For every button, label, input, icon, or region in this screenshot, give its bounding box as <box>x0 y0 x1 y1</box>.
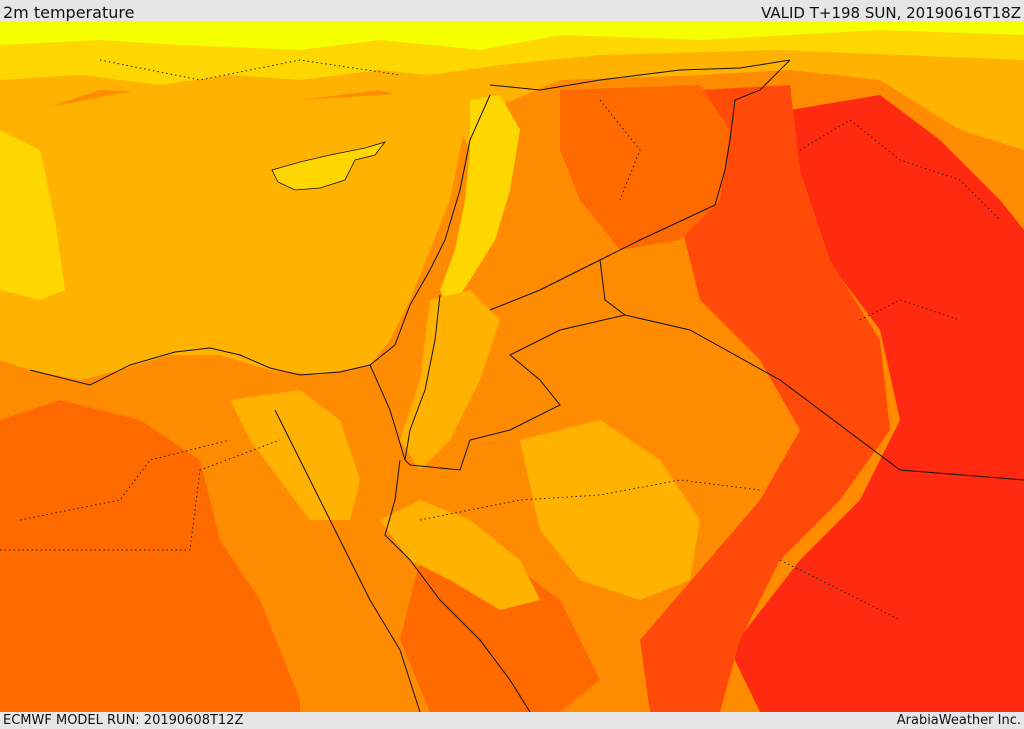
egypt-israel-border <box>369 364 411 466</box>
temp-zone-cool-west <box>0 130 65 300</box>
country-borders <box>29 59 1024 712</box>
turkey-syria-border <box>489 59 791 91</box>
red-sea-east-coast <box>384 459 531 712</box>
map-title: 2m temperature <box>3 3 135 22</box>
jordan-saudi-border <box>409 314 626 471</box>
valid-time: VALID T+198 SUN, 20190616T18Z <box>761 4 1021 22</box>
map-canvas <box>0 21 1024 712</box>
footer-bar <box>0 712 1024 729</box>
temperature-map[interactable] <box>0 21 1024 712</box>
temp-zone-hottest <box>730 95 1024 712</box>
temp-zone-mild-sinai <box>230 390 360 520</box>
temp-zone-mild-jordan-valley <box>400 290 500 470</box>
header-bar <box>0 0 1024 21</box>
temp-zone-coolest-north <box>0 21 1024 50</box>
temp-zone-hot-syria <box>560 85 730 250</box>
temp-zone-mild-arabia <box>520 420 700 600</box>
red-sea-west-coast <box>274 409 421 712</box>
syria-iraq-border <box>489 59 791 311</box>
temp-zone-cool-levant <box>440 95 520 310</box>
israel-jordan-border <box>404 294 441 461</box>
cyprus-island <box>271 141 387 191</box>
temp-zone-mild-redsea <box>380 500 540 610</box>
jordan-iraq-border <box>599 259 1024 481</box>
temp-zone-hotter-east <box>640 85 890 712</box>
egypt-coast <box>29 94 491 386</box>
temp-zone-hot-sinai-east <box>400 540 600 712</box>
temp-zone-hot-southwest <box>0 400 300 712</box>
provincial-boundaries <box>0 59 1001 621</box>
model-run-label: ECMWF MODEL RUN: 20190608T12Z <box>3 713 244 728</box>
brand-label: ArabiaWeather Inc. <box>896 713 1021 728</box>
